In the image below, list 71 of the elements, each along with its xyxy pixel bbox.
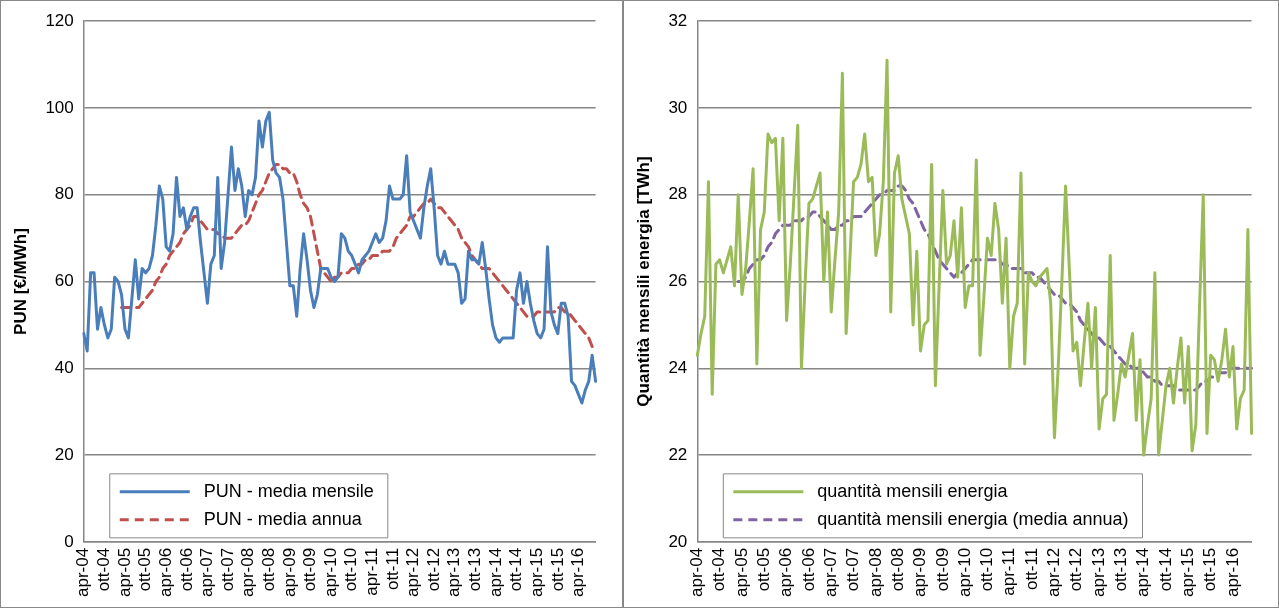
x-tick-label: apr-08: [865, 547, 885, 597]
x-tick-label: ott-08: [258, 547, 278, 592]
legend-label: PUN - media mensile: [203, 480, 374, 501]
x-tick-label: ott-15: [1200, 547, 1220, 592]
x-tick-label: ott-14: [1155, 547, 1175, 592]
x-tick-label: apr-13: [1088, 547, 1108, 597]
x-tick-label: ott-06: [798, 547, 818, 592]
x-tick-label: ott-06: [176, 547, 196, 592]
x-tick-label: apr-04: [73, 547, 93, 597]
x-tick-label: ott-14: [506, 547, 526, 592]
x-tick-label: apr-11: [362, 547, 381, 596]
x-tick-label: apr-12: [403, 547, 423, 597]
x-tick-label: ott-12: [1066, 547, 1086, 592]
x-tick-label: apr-14: [485, 547, 505, 597]
y-tick-label: 120: [45, 10, 74, 30]
x-tick-label: ott-10: [977, 547, 997, 592]
x-tick-label: ott-08: [887, 547, 907, 592]
x-tick-label: ott-05: [135, 547, 155, 592]
x-tick-label: ott-09: [300, 547, 320, 592]
x-tick-label: apr-09: [279, 547, 299, 597]
y-tick-label: 60: [54, 271, 74, 291]
x-tick-label: apr-04: [687, 547, 706, 597]
y-tick-label: 0: [64, 531, 74, 551]
x-tick-label: apr-06: [155, 547, 175, 597]
x-tick-label: ott-07: [217, 547, 237, 592]
x-tick-label: ott-11: [1021, 547, 1041, 591]
x-tick-label: apr-06: [776, 547, 796, 597]
x-tick-label: ott-15: [547, 547, 567, 592]
x-tick-label: apr-05: [731, 547, 751, 597]
legend-label: PUN - media annua: [203, 508, 363, 529]
x-tick-label: apr-11: [999, 547, 1019, 596]
y-tick-label: 20: [668, 531, 688, 551]
x-tick-label: ott-13: [465, 547, 485, 592]
x-tick-label: apr-08: [238, 547, 258, 597]
x-tick-label: apr-09: [910, 547, 930, 597]
y-tick-label: 26: [668, 271, 688, 291]
x-tick-label: apr-05: [114, 547, 134, 597]
line-series: [736, 184, 1254, 392]
x-tick-label: ott-11: [382, 547, 402, 591]
y-tick-label: 40: [54, 357, 74, 377]
legend-label: quantità mensili energia (media annua): [817, 508, 1129, 529]
y-tick-label: 30: [668, 97, 688, 117]
x-tick-label: ott-07: [843, 547, 863, 592]
x-tick-label: ott-05: [753, 547, 773, 592]
y-axis-title: Quantità mensili energia [TWh]: [633, 156, 653, 407]
y-tick-label: 24: [668, 357, 688, 377]
y-tick-label: 100: [45, 97, 74, 117]
x-tick-label: apr-07: [197, 547, 217, 597]
x-tick-label: apr-14: [1133, 547, 1153, 597]
y-axis-title: PUN [€/MWh]: [10, 228, 30, 335]
x-tick-label: ott-04: [709, 547, 729, 592]
y-tick-label: 28: [668, 184, 688, 204]
y-tick-label: 22: [668, 444, 688, 464]
x-tick-label: apr-10: [954, 547, 974, 597]
x-tick-label: apr-10: [320, 547, 340, 597]
y-tick-label: 32: [668, 10, 688, 30]
x-tick-label: apr-16: [1222, 547, 1242, 597]
x-tick-label: ott-12: [423, 547, 443, 592]
y-tick-label: 20: [54, 444, 74, 464]
y-tick-label: 80: [54, 184, 74, 204]
legend-label: quantità mensili energia: [817, 480, 1009, 501]
x-tick-label: apr-13: [444, 547, 464, 597]
x-tick-label: apr-15: [526, 547, 546, 597]
x-tick-label: ott-09: [932, 547, 952, 592]
x-tick-label: ott-10: [341, 547, 361, 592]
x-tick-label: ott-04: [94, 547, 114, 592]
x-tick-label: apr-12: [1044, 547, 1064, 597]
x-tick-label: ott-13: [1111, 547, 1131, 592]
x-tick-label: apr-15: [1178, 547, 1198, 597]
x-tick-label: apr-16: [568, 547, 588, 597]
x-tick-label: apr-07: [820, 547, 840, 597]
